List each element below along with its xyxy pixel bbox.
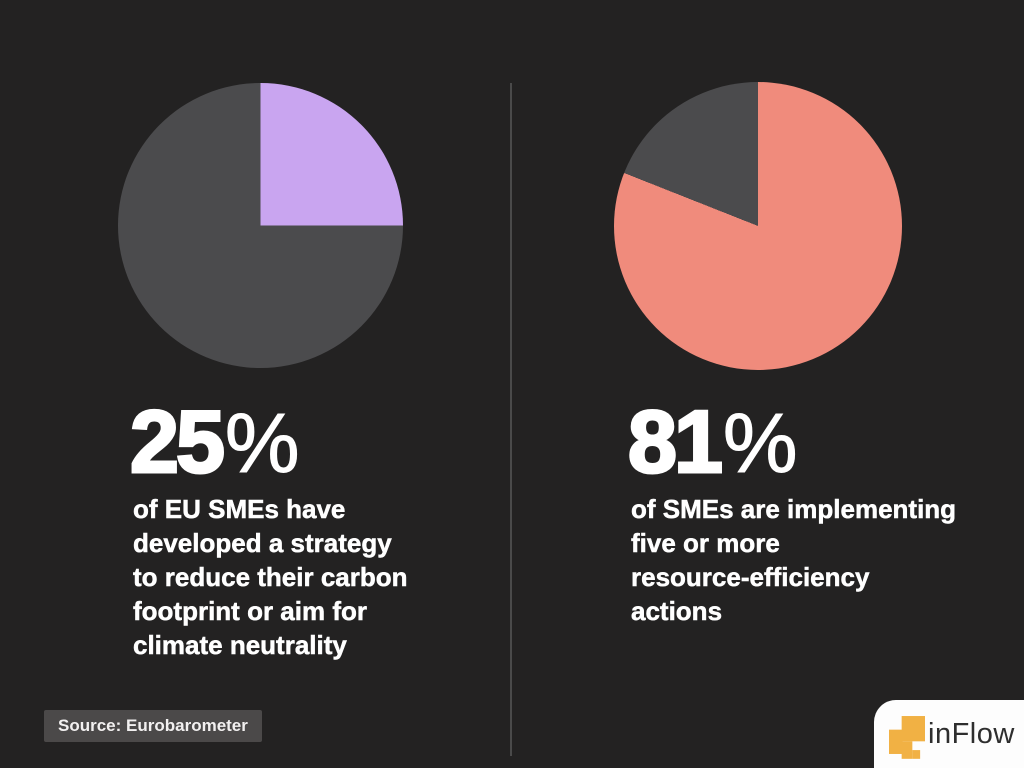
stat-description: of EU SMEs have developed a strategy to … bbox=[133, 494, 408, 661]
pie-chart-carbon-strategy bbox=[118, 83, 403, 368]
percent-sign: % bbox=[722, 396, 798, 490]
percent-sign: % bbox=[224, 396, 300, 490]
stat-carbon-strategy: 25% bbox=[129, 396, 301, 487]
inflow-pixel-plus-icon bbox=[889, 716, 925, 759]
stat-resource-efficiency: 81% bbox=[627, 396, 799, 487]
source-label: Source: Eurobarometer bbox=[58, 716, 248, 735]
stat-value: 81 bbox=[627, 392, 725, 491]
pie-chart-resource-efficiency bbox=[614, 82, 902, 370]
source-badge: Source: Eurobarometer bbox=[44, 710, 262, 742]
inflow-logo-text: inFlow bbox=[928, 717, 1015, 750]
inflow-logo: inFlow bbox=[874, 700, 1024, 768]
stat-description: of SMEs are implementing five or more re… bbox=[631, 494, 957, 627]
stat-value: 25 bbox=[129, 392, 227, 491]
divider-line bbox=[510, 83, 512, 756]
